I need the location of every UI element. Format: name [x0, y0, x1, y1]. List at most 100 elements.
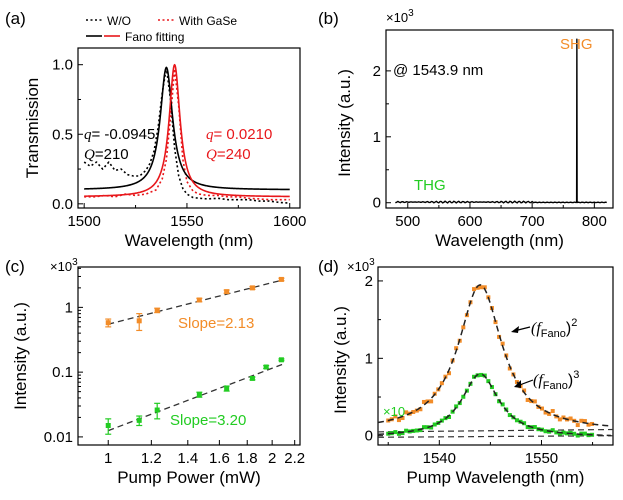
- panel-d-scale-label: ×103: [347, 257, 375, 274]
- annotation-red-Q: Q=240: [206, 146, 251, 163]
- data-point-thg: [454, 404, 459, 409]
- data-point-thg: [472, 374, 477, 379]
- data-point-shg: [543, 410, 548, 415]
- panel-b-ylabel: Intensity (a.u.): [335, 69, 354, 177]
- data-point-shg: [482, 285, 487, 290]
- panel-d-xtick-label: 1550: [525, 450, 558, 467]
- panel-d-label: (d): [318, 257, 339, 276]
- data-point-shg: [400, 416, 405, 421]
- data-point-thg: [196, 392, 202, 398]
- panel-a-ytick-label: 0.0: [52, 196, 73, 213]
- data-point-shg: [404, 410, 409, 415]
- panel-d-ytick-label: 2: [365, 273, 373, 290]
- panel-a-label: (a): [5, 9, 26, 28]
- data-point-shg: [278, 276, 284, 282]
- data-point-shg: [514, 380, 519, 385]
- data-point-shg: [154, 307, 160, 313]
- fit-curve-shg: [377, 284, 612, 427]
- data-point-shg: [421, 399, 426, 404]
- panel-c-label: (c): [5, 257, 25, 276]
- data-point-shg: [579, 418, 584, 423]
- panel-c-ytick-label: 0.1: [52, 364, 73, 381]
- data-point-thg: [575, 433, 580, 438]
- data-point-shg: [525, 397, 530, 402]
- data-point-thg: [525, 425, 530, 430]
- data-point-thg: [514, 418, 519, 423]
- data-point-shg: [249, 285, 255, 291]
- data-point-shg: [454, 346, 459, 351]
- panel-b-ytick-label: 1: [373, 129, 381, 146]
- panel-b-ytick-label: 2: [373, 63, 381, 80]
- data-point-shg: [439, 381, 444, 386]
- baseline-dashed: [377, 435, 614, 438]
- annotation-shg: SHG: [560, 36, 593, 53]
- data-point-thg: [507, 413, 512, 418]
- panel-a-ytick-label: 0.5: [52, 126, 73, 143]
- annotation-times-ten: ×10: [383, 404, 405, 419]
- panel-c-xlabel: Pump Power (mW): [117, 468, 261, 487]
- data-point-shg: [547, 411, 552, 416]
- data-point-shg: [500, 341, 505, 346]
- annotation-red-q: q= 0.0210: [206, 126, 272, 143]
- series-wo-dotted: [83, 66, 290, 204]
- panel-b-xtick-label: 500: [395, 213, 420, 230]
- panel-b-frame: [385, 29, 614, 209]
- panel-c-xtick-label: 2: [268, 450, 276, 467]
- annotation-thg-slope: Slope=3.20: [170, 412, 246, 429]
- data-point-shg: [522, 388, 527, 393]
- panel-a-ylabel: Transmission: [23, 78, 42, 178]
- data-point-shg: [475, 285, 480, 290]
- panel-b-xtick-label: 800: [582, 213, 607, 230]
- data-point-shg: [507, 366, 512, 371]
- data-point-thg: [500, 402, 505, 407]
- panel-a-xtick-label: 1600: [273, 213, 306, 230]
- panel-a-xlabel: Wavelength (nm): [125, 231, 254, 250]
- panel-c-xtick-label: 1.4: [177, 450, 198, 467]
- data-point-shg: [418, 407, 423, 412]
- data-point-shg: [550, 409, 555, 414]
- series-spectrum-line: [395, 38, 607, 204]
- data-point-shg: [396, 418, 401, 423]
- data-point-shg: [136, 318, 142, 324]
- legend-wo-label: W/O: [107, 14, 131, 28]
- data-point-thg: [404, 428, 409, 433]
- data-point-shg: [557, 417, 562, 422]
- annotation-black-q: q= -0.0945: [84, 126, 155, 143]
- data-point-thg: [263, 364, 269, 370]
- data-point-shg: [105, 320, 111, 326]
- data-point-shg: [532, 399, 537, 404]
- data-point-thg: [249, 375, 255, 381]
- panel-d-xtick-label: 1540: [423, 450, 456, 467]
- panel-c-xtick-label: 1.2: [141, 450, 162, 467]
- data-point-thg: [224, 385, 230, 391]
- panel-b-xtick-label: 600: [457, 213, 482, 230]
- series-wo-fano-fit: [83, 66, 291, 191]
- data-point-thg: [136, 417, 142, 423]
- data-point-shg: [224, 289, 230, 295]
- data-point-thg: [489, 385, 494, 390]
- data-point-shg: [429, 399, 434, 404]
- baseline-dashed: [377, 428, 614, 433]
- annotation-black-Q: Q=210: [84, 146, 129, 163]
- data-point-shg: [586, 422, 591, 427]
- data-point-thg: [393, 430, 398, 435]
- data-point-thg: [278, 357, 284, 363]
- panel-d-frame: [377, 266, 614, 446]
- panel-a-frame: [77, 47, 301, 209]
- data-point-thg: [414, 428, 419, 433]
- data-point-shg: [539, 406, 544, 411]
- data-point-thg: [154, 407, 160, 413]
- series-gase-fano-fit: [83, 63, 291, 198]
- data-point-thg: [543, 429, 548, 434]
- data-point-shg: [575, 423, 580, 428]
- data-point-thg: [439, 418, 444, 423]
- annotation-pump-wavelength: @ 1543.9 nm: [393, 62, 483, 79]
- data-point-thg: [421, 425, 426, 430]
- panel-d-ytick-label: 0: [365, 428, 373, 445]
- panel-c-ytick-label: 1: [65, 299, 73, 316]
- panel-b-label: (b): [318, 9, 339, 28]
- data-point-shg: [479, 285, 484, 290]
- panel-c-xtick-label: 1.8: [237, 450, 258, 467]
- data-point-thg: [582, 431, 587, 436]
- annotation-fano-squared: (fFano)2: [531, 317, 577, 340]
